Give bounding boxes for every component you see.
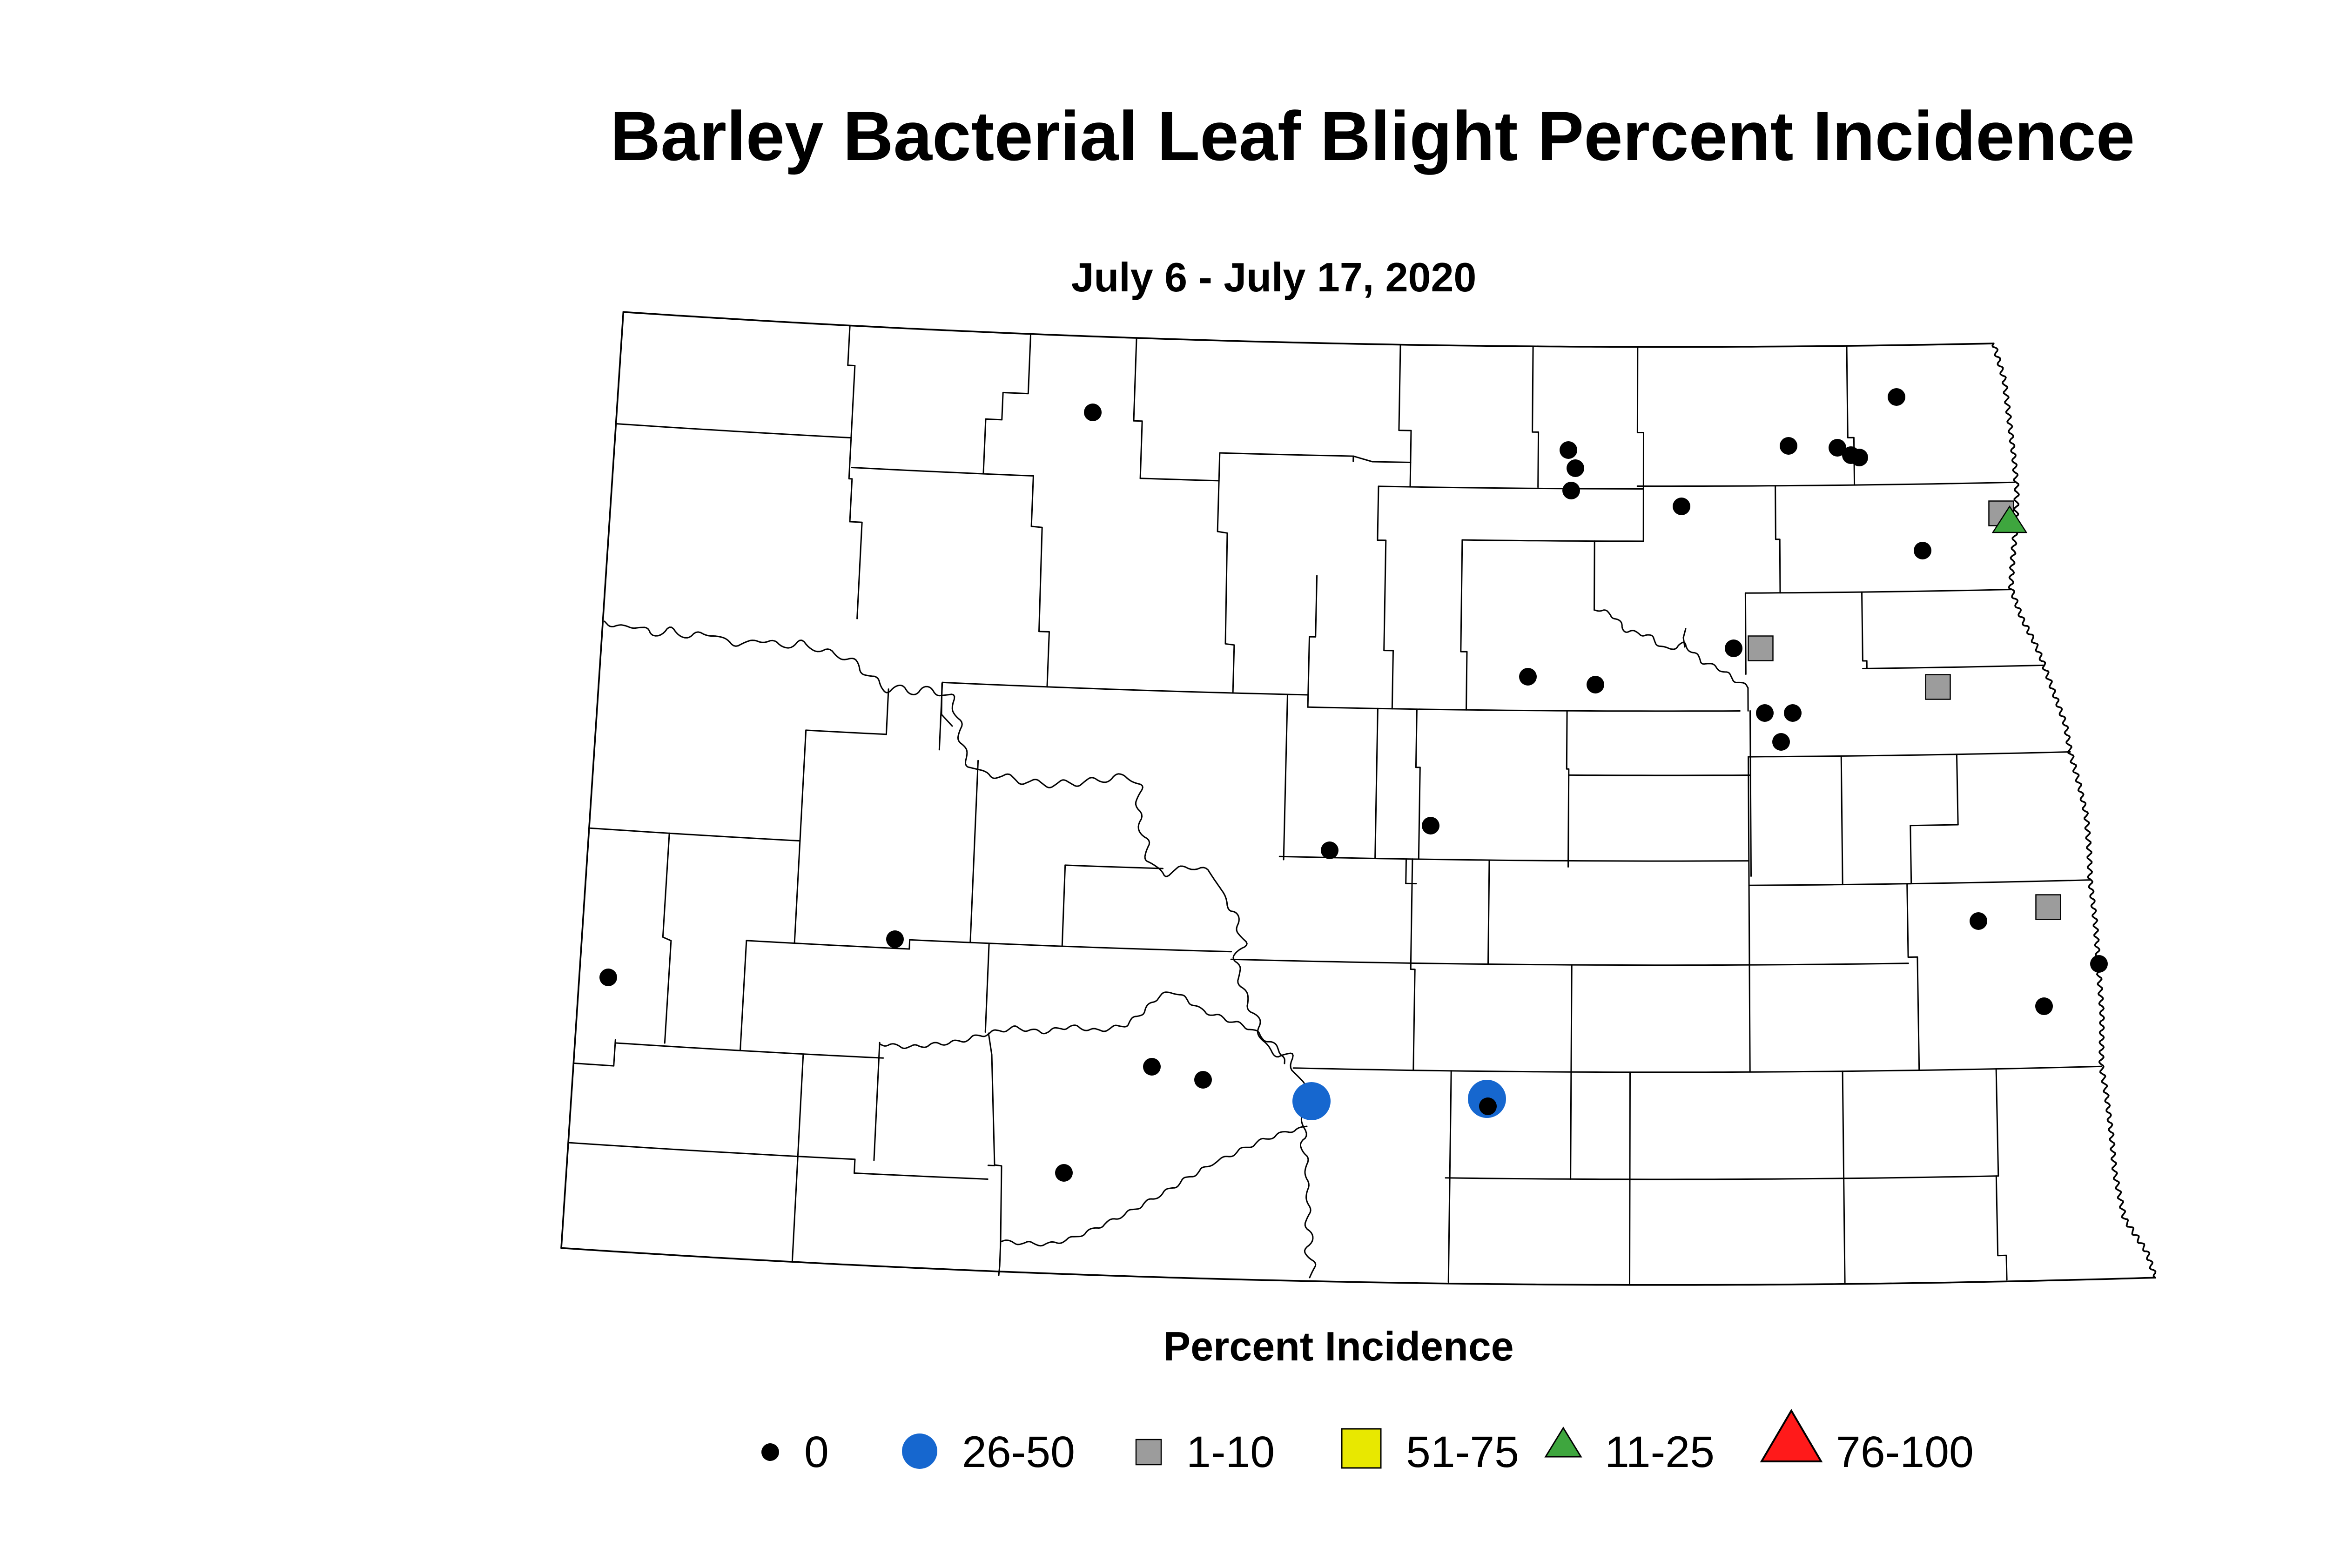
svg-text:1-10: 1-10 [1186, 1427, 1275, 1477]
svg-text:11-25: 11-25 [1605, 1427, 1715, 1477]
svg-text:76-100: 76-100 [1836, 1427, 1974, 1477]
svg-text:0: 0 [804, 1427, 829, 1477]
svg-text:Barley Bacterial Leaf Blight P: Barley Bacterial Leaf Blight Percent Inc… [610, 97, 2135, 175]
svg-text:July 6 - July 17, 2020: July 6 - July 17, 2020 [1071, 254, 1477, 300]
svg-text:51-75: 51-75 [1406, 1427, 1519, 1477]
svg-text:Percent Incidence: Percent Incidence [1163, 1323, 1513, 1369]
svg-text:26-50: 26-50 [962, 1427, 1075, 1477]
